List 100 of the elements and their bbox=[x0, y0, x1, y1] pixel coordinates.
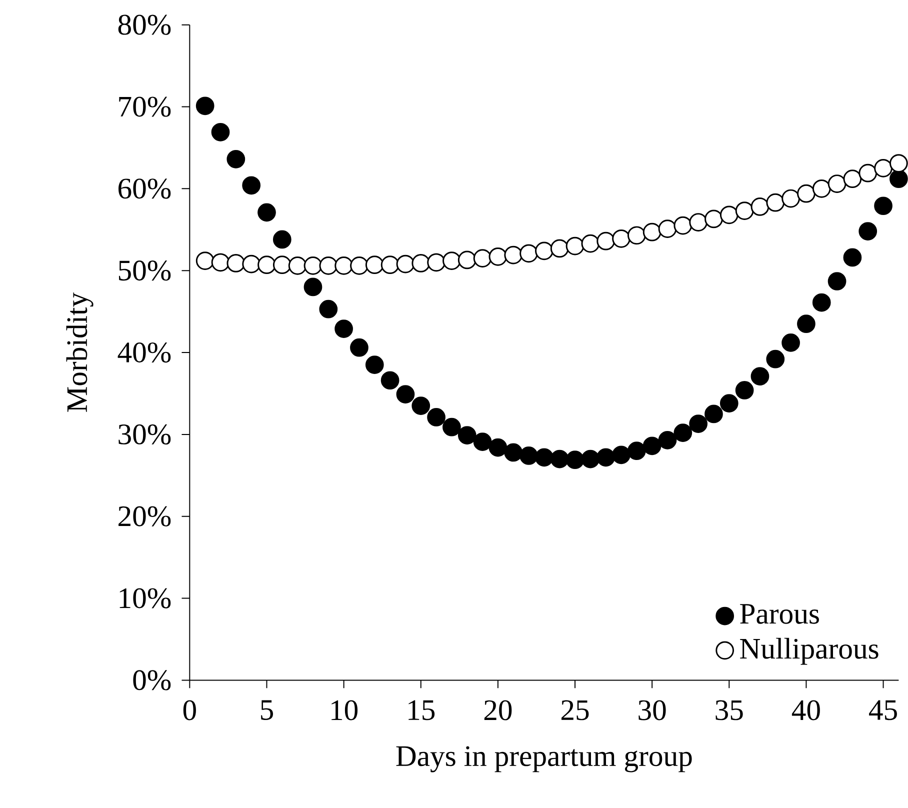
point bbox=[226, 150, 246, 168]
point bbox=[504, 246, 523, 264]
point bbox=[689, 414, 708, 433]
point bbox=[473, 432, 492, 451]
x-tick-label: 30 bbox=[638, 700, 666, 720]
point bbox=[797, 314, 816, 333]
point bbox=[642, 222, 662, 242]
legend-label: Nulliparous bbox=[740, 638, 878, 665]
point bbox=[766, 350, 785, 368]
point bbox=[226, 254, 246, 272]
x-tick-label: 0 bbox=[183, 700, 196, 720]
point bbox=[504, 443, 523, 462]
point bbox=[242, 176, 261, 194]
point bbox=[566, 450, 584, 469]
point bbox=[674, 423, 692, 442]
point bbox=[350, 256, 368, 275]
point bbox=[365, 355, 384, 374]
point bbox=[304, 256, 322, 275]
x-axis-title: Days in prepartum group bbox=[396, 746, 692, 772]
point bbox=[319, 256, 338, 275]
point bbox=[750, 197, 770, 216]
point bbox=[581, 234, 600, 253]
point bbox=[520, 244, 538, 262]
y-tick-label: 50% bbox=[118, 260, 171, 280]
point bbox=[442, 251, 461, 270]
point bbox=[427, 408, 446, 426]
point bbox=[211, 253, 230, 272]
point bbox=[612, 446, 630, 464]
point bbox=[272, 230, 292, 248]
point bbox=[566, 236, 584, 256]
point bbox=[272, 256, 292, 274]
x-tick-label: 35 bbox=[716, 700, 743, 720]
y-tick-label: 40% bbox=[118, 342, 171, 362]
y-tick-label: 70% bbox=[119, 96, 171, 117]
y-tick-label: 10% bbox=[120, 588, 171, 608]
point bbox=[488, 438, 508, 457]
legend-label: Parous bbox=[740, 604, 819, 624]
point bbox=[458, 250, 476, 269]
point bbox=[812, 293, 831, 312]
point bbox=[704, 404, 723, 423]
point bbox=[843, 248, 862, 267]
point bbox=[211, 122, 230, 142]
y-tick-label: 30% bbox=[118, 424, 171, 444]
point bbox=[858, 222, 878, 240]
x-tick-label: 20 bbox=[484, 700, 512, 720]
point bbox=[288, 256, 307, 275]
point bbox=[642, 436, 662, 455]
x-tick-label: 40 bbox=[792, 700, 820, 720]
point bbox=[627, 226, 646, 244]
point bbox=[627, 441, 646, 460]
point bbox=[658, 219, 677, 238]
point bbox=[458, 426, 476, 444]
y-tick-label: 0% bbox=[133, 670, 171, 690]
point bbox=[782, 189, 800, 208]
x-tick-label: 25 bbox=[561, 700, 589, 720]
point bbox=[380, 371, 400, 390]
point bbox=[365, 256, 384, 274]
point bbox=[258, 256, 276, 274]
point bbox=[550, 239, 569, 258]
y-axis-title: Morbidity bbox=[66, 292, 94, 412]
point bbox=[442, 418, 461, 436]
point bbox=[412, 254, 430, 272]
y-tick-label: 60% bbox=[118, 178, 171, 199]
point bbox=[350, 338, 368, 357]
point bbox=[412, 396, 430, 415]
point bbox=[304, 278, 322, 296]
point bbox=[689, 212, 708, 232]
point bbox=[720, 206, 738, 224]
point bbox=[720, 394, 738, 412]
point bbox=[427, 253, 446, 272]
point bbox=[319, 300, 338, 318]
point bbox=[674, 216, 692, 235]
point bbox=[828, 272, 846, 290]
point bbox=[750, 366, 770, 386]
point bbox=[612, 229, 630, 248]
point bbox=[812, 179, 831, 198]
point bbox=[334, 319, 353, 338]
point bbox=[735, 201, 754, 220]
x-tick-label: 15 bbox=[408, 700, 435, 720]
point bbox=[334, 256, 353, 275]
point bbox=[258, 203, 276, 222]
point bbox=[550, 450, 569, 468]
point bbox=[242, 254, 261, 274]
point bbox=[488, 247, 508, 266]
point bbox=[196, 251, 214, 270]
point bbox=[658, 430, 677, 450]
point bbox=[534, 448, 554, 466]
x-tick-label: 5 bbox=[261, 700, 274, 720]
x-tick-label: 10 bbox=[332, 700, 358, 720]
point bbox=[196, 96, 214, 115]
point bbox=[782, 333, 800, 352]
point bbox=[380, 256, 400, 274]
point bbox=[396, 254, 415, 274]
point bbox=[396, 384, 415, 404]
point bbox=[766, 193, 785, 212]
point bbox=[473, 248, 492, 268]
point bbox=[797, 184, 816, 203]
point bbox=[735, 380, 754, 400]
point bbox=[520, 446, 538, 465]
point bbox=[596, 448, 616, 466]
